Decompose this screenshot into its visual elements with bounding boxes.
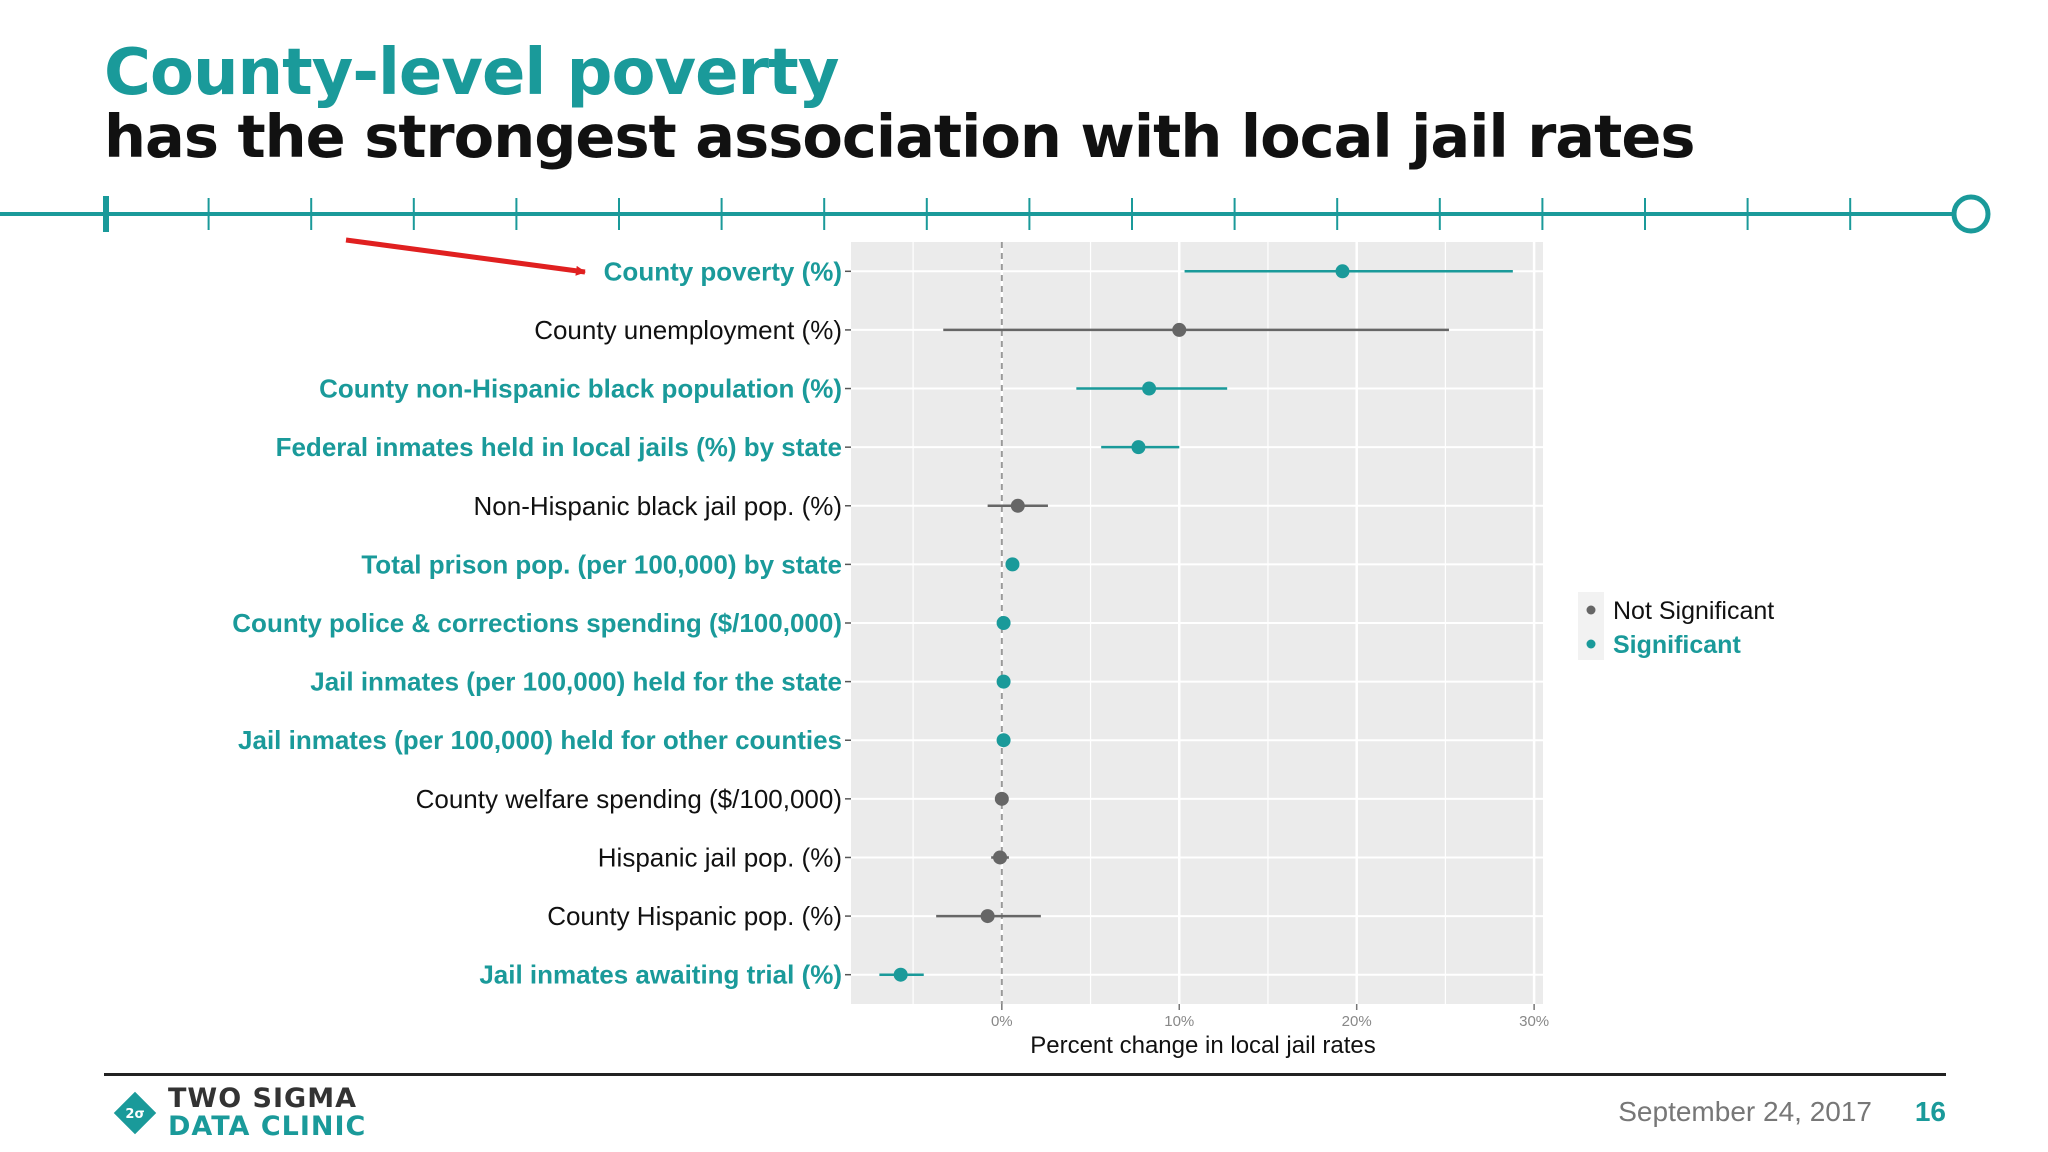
timeline-ticks — [207, 198, 1852, 230]
y-tick-label: County Hispanic pop. (%) — [547, 901, 842, 931]
legend-key-background — [1578, 592, 1604, 660]
y-tick-label: Jail inmates awaiting trial (%) — [479, 960, 842, 990]
y-tick-label: Federal inmates held in local jails (%) … — [276, 432, 842, 462]
y-tick-label: Jail inmates (per 100,000) held for othe… — [238, 725, 842, 755]
estimate-point — [996, 616, 1011, 630]
y-tick-label: Jail inmates (per 100,000) held for the … — [310, 667, 842, 697]
poverty-arrow — [345, 237, 586, 276]
two-sigma-data-clinic-logo: 2σ TWO SIGMA DATA CLINIC — [112, 1085, 366, 1141]
logo-line-2: DATA CLINIC — [168, 1111, 367, 1142]
estimate-point — [994, 791, 1009, 806]
estimate-point — [980, 909, 995, 924]
legend-key — [1586, 605, 1596, 615]
logo-line-1: TWO SIGMA — [168, 1083, 357, 1114]
y-tick-label: Non-Hispanic black jail pop. (%) — [474, 491, 842, 521]
footer-divider — [104, 1073, 1946, 1076]
x-tick-label: 30% — [1519, 1013, 1549, 1030]
logo-mark: 2σ — [125, 1107, 144, 1122]
estimate-point — [1142, 381, 1157, 396]
y-tick-label: County non-Hispanic black population (%) — [319, 374, 842, 404]
x-tick-label: 0% — [991, 1013, 1013, 1030]
x-tick-label: 10% — [1164, 1013, 1194, 1030]
legend-label: Significant — [1613, 631, 1741, 659]
timeline-decoration — [0, 194, 1991, 234]
estimate-point — [893, 967, 908, 982]
page-number: 16 — [1914, 1096, 1946, 1127]
y-tick-label: Hispanic jail pop. (%) — [598, 842, 842, 872]
logo-text: TWO SIGMA DATA CLINIC — [168, 1085, 366, 1141]
estimate-point — [993, 850, 1008, 865]
legend-label: Not Significant — [1613, 597, 1774, 625]
timeline-end-circle-icon — [1951, 194, 1991, 234]
y-tick-label: County police & corrections spending ($/… — [232, 608, 842, 638]
estimate-point — [1010, 498, 1025, 513]
data-rows: County poverty (%) County unemployment (%… — [232, 256, 1513, 990]
title-line-1: County-level poverty — [104, 36, 839, 110]
estimate-point — [996, 674, 1011, 689]
legend-key — [1586, 639, 1596, 649]
slide-date: September 24, 2017 — [1618, 1096, 1872, 1127]
legend: Not Significant Significant — [1578, 592, 1774, 660]
title-line-2: has the strongest association with local… — [104, 102, 1695, 171]
logo-diamond-icon: 2σ — [113, 1091, 157, 1135]
x-tick-label: 20% — [1342, 1013, 1372, 1030]
coefficient-chart: County poverty (%) County unemployment (%… — [232, 237, 1774, 1059]
x-axis: 0% 10% 20% 30% — [991, 1004, 1549, 1030]
estimate-point — [1131, 440, 1146, 455]
estimate-point — [1172, 322, 1187, 337]
y-tick-label: County unemployment (%) — [534, 315, 842, 345]
y-tick-label: County poverty (%) — [604, 256, 842, 286]
estimate-point — [1335, 264, 1350, 279]
x-axis-label: Percent change in local jail rates — [1030, 1032, 1376, 1059]
estimate-point — [1005, 557, 1020, 572]
estimate-point — [996, 733, 1011, 748]
y-tick-label: County welfare spending ($/100,000) — [416, 784, 842, 814]
y-tick-label: Total prison pop. (per 100,000) by state — [361, 549, 842, 579]
